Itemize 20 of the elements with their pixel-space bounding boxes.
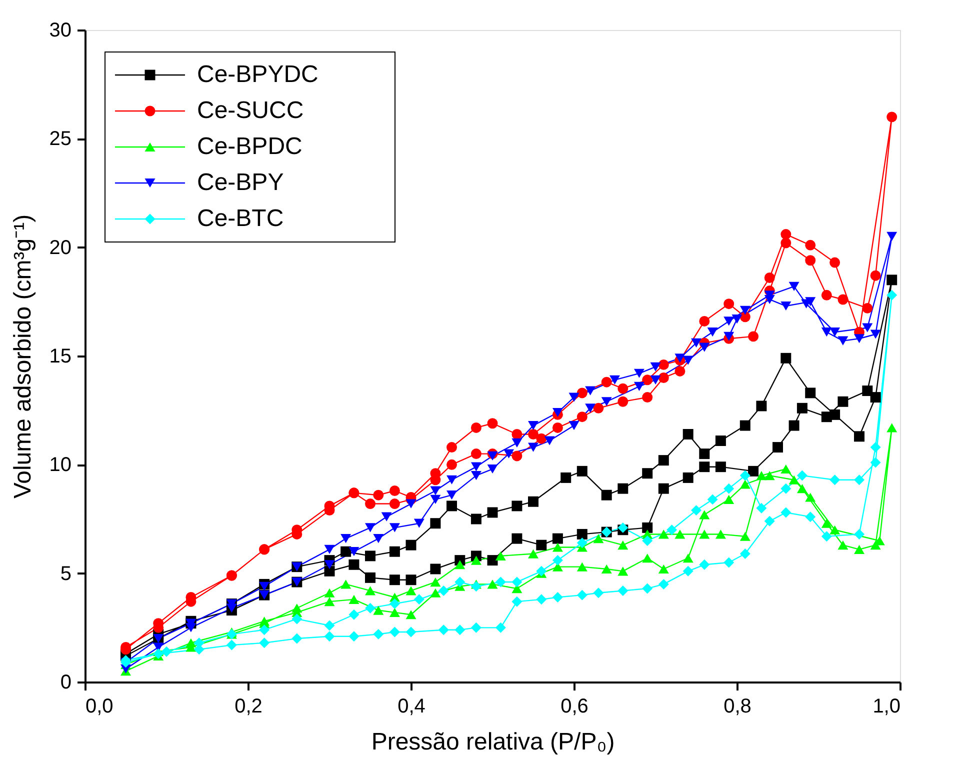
legend-label: Ce-BPYDC <box>197 61 318 88</box>
legend-label: Ce-SUCC <box>197 97 304 124</box>
legend-label: Ce-BTC <box>197 205 284 232</box>
x-tick-label: 0,0 <box>86 696 114 718</box>
y-axis-title: Volume adsorbido (cm³g⁻¹) <box>9 214 36 499</box>
y-tick-label: 10 <box>49 454 72 476</box>
y-tick-label: 5 <box>60 562 72 585</box>
x-tick-label: 0,2 <box>234 696 262 718</box>
x-tick-label: 1,0 <box>872 696 900 718</box>
y-tick-label: 25 <box>49 128 72 150</box>
x-axis-title: Pressão relativa (P/P₀) <box>371 728 615 756</box>
y-tick-label: 30 <box>49 20 72 42</box>
y-tick-label: 0 <box>60 672 72 694</box>
y-tick-label: 15 <box>49 346 72 368</box>
legend-label: Ce-BPY <box>197 169 284 196</box>
y-tick-label: 20 <box>49 236 72 259</box>
x-tick-label: 0,6 <box>560 696 588 718</box>
x-tick-label: 0,8 <box>724 696 752 718</box>
legend-label: Ce-BPDC <box>197 133 302 160</box>
x-tick-label: 0,4 <box>398 696 426 718</box>
